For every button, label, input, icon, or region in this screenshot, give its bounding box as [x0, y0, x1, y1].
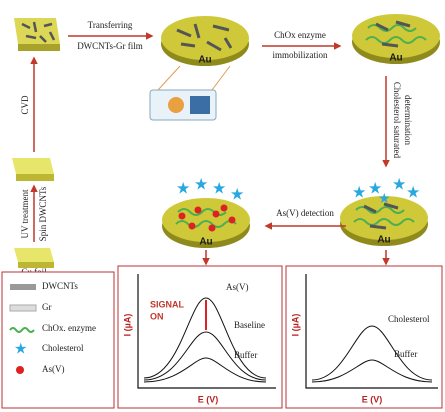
legend-symbol: ★ — [14, 341, 27, 357]
svg-text:★: ★ — [212, 181, 226, 198]
step-label: Transferring — [88, 20, 133, 30]
legend-label: Gr — [42, 302, 52, 312]
step-label: Spin DWCNTs — [38, 186, 48, 241]
curve-label: Baseline — [234, 320, 265, 330]
signal-label: SIGNAL — [150, 299, 185, 309]
electrode-label: Au — [199, 237, 212, 248]
electrode-label: Au — [198, 55, 211, 66]
cholesterol-stars: ★ ★ ★ ★ — [176, 177, 244, 204]
step-label: determination — [403, 95, 413, 145]
electrode-label: Au — [389, 53, 402, 64]
graphene-slab — [14, 18, 60, 51]
electrode — [340, 196, 428, 246]
legend-label: Cholesterol — [42, 343, 84, 353]
svg-text:★: ★ — [352, 185, 366, 202]
svg-text:★: ★ — [194, 177, 208, 194]
step-label: Cholesterol saturated — [392, 82, 402, 159]
x-axis-label: E (V) — [362, 394, 383, 404]
step-label: ChOx enzyme — [274, 30, 326, 40]
legend-box — [1, 271, 115, 409]
electrode — [352, 14, 440, 64]
zoom-lines — [157, 65, 231, 91]
legend-label: As(V) — [42, 364, 65, 374]
axes — [137, 274, 276, 389]
step-label: As(V) detection — [276, 208, 334, 218]
legend-symbol — [10, 284, 36, 290]
legend-symbol — [9, 304, 37, 312]
electrode — [161, 16, 249, 66]
curve — [143, 331, 267, 381]
electrode — [162, 198, 250, 248]
curve — [311, 325, 433, 381]
axes — [305, 274, 438, 389]
svg-text:★: ★ — [392, 177, 406, 194]
legend-label: DWCNTs — [42, 281, 78, 291]
legend-symbol — [16, 366, 24, 374]
plot-box — [117, 265, 283, 409]
step-label: immobilization — [273, 50, 328, 60]
svg-text:★: ★ — [406, 185, 420, 202]
dwcnt-slab — [12, 158, 54, 181]
curve-label: As(V) — [226, 282, 249, 292]
step-label: DWCNTs-Gr film — [77, 41, 143, 51]
screen-printed-electrode — [149, 89, 217, 121]
legend-symbol — [9, 327, 35, 333]
signal-label: ON — [150, 311, 164, 321]
svg-text:★: ★ — [378, 192, 391, 207]
curve-label: Buffer — [234, 350, 257, 360]
electrode-label: Au — [377, 235, 390, 246]
x-axis-label: E (V) — [198, 394, 219, 404]
step-label: CVD — [20, 95, 30, 115]
curve-label: Buffer — [394, 349, 417, 359]
step-label: UV treatment — [20, 189, 30, 239]
curve-label: Cholesterol — [388, 314, 430, 324]
legend-label: ChOx. enzyme — [42, 323, 96, 333]
cholesterol-stars: ★ ★ ★ ★★ — [352, 177, 420, 208]
svg-text:★: ★ — [176, 181, 190, 198]
y-axis-label: I (µA) — [122, 314, 132, 337]
curve — [143, 357, 267, 383]
curve — [311, 359, 433, 383]
y-axis-label: I (µA) — [290, 314, 300, 337]
cu-foil-slab — [14, 248, 54, 268]
svg-text:★: ★ — [230, 187, 244, 204]
curve — [143, 297, 267, 379]
svg-text:★: ★ — [368, 181, 382, 198]
plot-box — [285, 265, 443, 409]
